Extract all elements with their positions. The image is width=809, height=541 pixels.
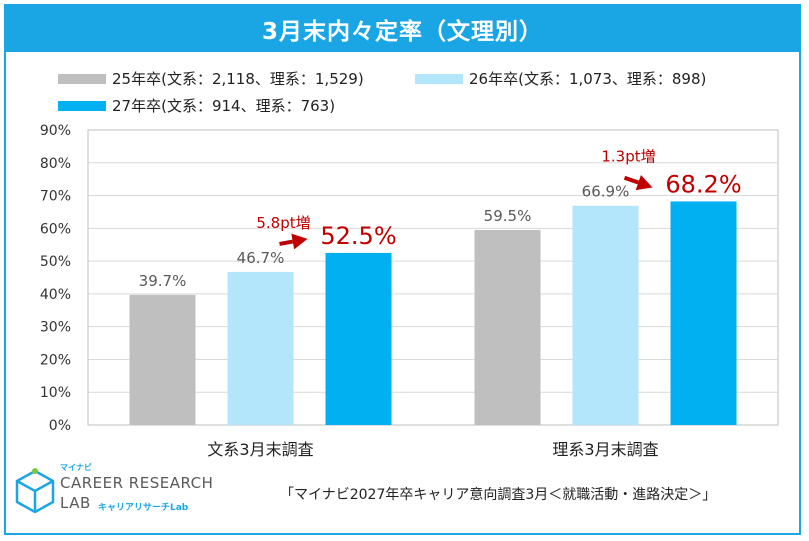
- data-label: 39.7%: [139, 272, 187, 290]
- chart-frame: 3月末内々定率（文理別）: [4, 4, 801, 535]
- source-note: 「マイナビ2027年卒キャリア意向調査3月＜就職活動・進路決定＞」: [280, 487, 717, 503]
- x-category-label: 理系3月末調査: [552, 440, 658, 459]
- legend-label: 26年卒(文系：1,073、理系：898): [469, 70, 707, 88]
- annotation-label: 1.3pt増: [601, 148, 655, 166]
- legend-item: 25年卒(文系：2,118、理系：1,529): [58, 68, 364, 89]
- y-tick-label: 90%: [40, 123, 71, 139]
- arrow-head-icon: [291, 233, 308, 250]
- legend-item: 27年卒(文系：914、理系：763): [58, 95, 335, 116]
- data-label: 66.9%: [582, 183, 630, 201]
- chart-title: 3月末内々定率（文理別）: [6, 6, 799, 52]
- data-label: 68.2%: [665, 170, 741, 198]
- y-tick-label: 70%: [40, 189, 71, 205]
- bar: [227, 271, 294, 425]
- data-label: 52.5%: [320, 222, 396, 250]
- data-label: 59.5%: [484, 207, 532, 225]
- bar: [325, 252, 392, 425]
- arrow-head-icon: [635, 174, 653, 191]
- y-tick-label: 20%: [40, 352, 71, 368]
- bar: [474, 229, 541, 425]
- y-tick-label: 30%: [40, 320, 71, 336]
- logo-subtitle: キャリアリサーチLab: [98, 503, 189, 513]
- y-tick-label: 0%: [49, 418, 71, 434]
- logo: マイナビ CAREER RESEARCH LAB キャリアリサーチLab: [14, 462, 244, 524]
- legend-swatch: [58, 100, 106, 111]
- legend-label: 27年卒(文系：914、理系：763): [112, 97, 336, 115]
- y-tick-label: 50%: [40, 254, 71, 270]
- y-tick-label: 60%: [40, 221, 71, 237]
- cube-logo-icon: [15, 468, 55, 514]
- legend-label: 25年卒(文系：2,118、理系：1,529): [112, 70, 364, 88]
- logo-brand: マイナビ: [60, 463, 92, 472]
- legend-item: 26年卒(文系：1,073、理系：898): [415, 68, 706, 89]
- bar: [572, 205, 639, 425]
- x-category-label: 文系3月末調査: [207, 440, 313, 459]
- data-label: 46.7%: [237, 249, 285, 267]
- legend-swatch: [58, 73, 106, 84]
- logo-lab: LAB: [60, 494, 91, 512]
- y-tick-label: 80%: [40, 156, 71, 172]
- increase-arrow: [279, 239, 294, 246]
- plot-area: [87, 129, 779, 426]
- y-tick-label: 40%: [40, 287, 71, 303]
- annotation-label: 5.8pt増: [256, 214, 310, 232]
- bar: [129, 294, 196, 425]
- bar: [670, 201, 737, 425]
- logo-career-research: CAREER RESEARCH: [60, 474, 214, 492]
- legend-swatch: [415, 73, 463, 84]
- increase-arrow: [623, 175, 639, 185]
- y-tick-label: 10%: [40, 385, 71, 401]
